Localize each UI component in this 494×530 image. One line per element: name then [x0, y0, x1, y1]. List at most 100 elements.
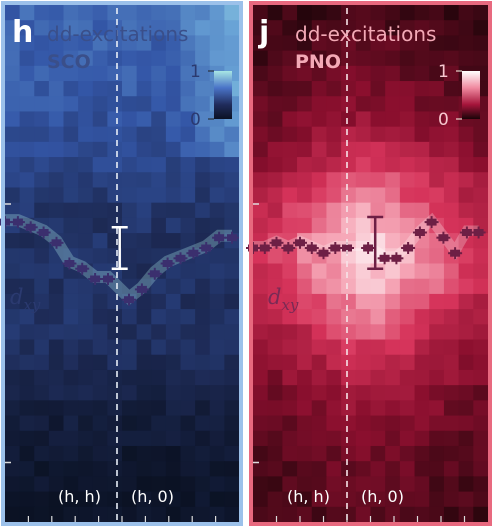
heatmap-cell: [311, 476, 328, 493]
heatmap-cell: [385, 293, 401, 310]
heatmap-cell: [297, 445, 313, 462]
heatmap-cell: [311, 20, 328, 37]
heatmap-cell: [48, 309, 65, 325]
heatmap-cell: [355, 430, 372, 447]
heatmap-cell: [458, 187, 474, 204]
heatmap-cell: [443, 263, 460, 280]
heatmap-cell: [282, 65, 298, 82]
xtick-label-hh-h: (h, h): [58, 487, 101, 506]
yticks-h: [5, 203, 11, 464]
heatmap-cell: [355, 157, 372, 173]
panel-j: j dd-excitations PNO 1 0 dxy (h, h) (h, …: [246, 1, 492, 526]
heatmap-cell: [311, 172, 328, 189]
heatmap-cell: [151, 415, 167, 432]
heatmap-cell: [311, 506, 328, 523]
heatmap-cell: [429, 385, 445, 401]
heatmap-cell: [311, 96, 328, 113]
heatmap-cell: [282, 354, 298, 371]
heatmap-cell: [253, 20, 269, 37]
heatmap-cell: [443, 35, 460, 52]
heatmap-cell: [443, 445, 460, 462]
heatmap-cell: [107, 385, 123, 401]
heatmap-cell: [253, 217, 269, 234]
heatmap-cell: [92, 172, 108, 189]
heatmap-cell: [165, 445, 182, 462]
heatmap-cell: [429, 339, 445, 356]
heatmap-cell: [107, 141, 123, 158]
heatmap-cell: [19, 187, 35, 204]
heatmap-cell: [399, 141, 416, 158]
heatmap-cell: [370, 202, 386, 219]
heatmap-cell: [370, 187, 386, 204]
heatmap-cell: [253, 476, 269, 493]
colorbar-max-label-h: 1: [190, 62, 201, 82]
heatmap-cell: [136, 476, 152, 493]
heatmap-cell: [48, 187, 65, 204]
heatmap-cell: [297, 65, 313, 82]
heatmap-cell: [180, 20, 196, 37]
heatmap-cell: [78, 96, 94, 113]
heatmap-cell: [370, 339, 386, 356]
heatmap-cell: [48, 491, 65, 508]
heatmap-cell: [370, 96, 386, 113]
heatmap-cell: [326, 445, 342, 462]
heatmap-cell: [224, 35, 240, 52]
heatmap-cell: [458, 202, 474, 219]
heatmap-cell: [63, 5, 79, 21]
heatmap-cell: [429, 354, 445, 371]
heatmap-cell: [78, 187, 94, 204]
heatmap-cell: [34, 369, 50, 386]
heatmap-cell: [399, 248, 416, 265]
heatmap-cell: [341, 202, 357, 219]
heatmap-cell: [370, 461, 386, 477]
heatmap-cell: [267, 415, 283, 432]
heatmap-cell: [209, 248, 225, 265]
heatmap-cell: [355, 506, 372, 523]
heatmap-cell: [151, 476, 167, 493]
heatmap-cell: [282, 491, 298, 508]
heatmap-cell: [63, 430, 79, 447]
heatmap-cell: [48, 400, 65, 417]
heatmap-cell: [267, 111, 283, 128]
heatmap-cell: [429, 263, 445, 280]
heatmap-cell: [180, 415, 196, 432]
heatmap-cell: [180, 141, 196, 158]
heatmap-cell: [107, 111, 123, 128]
heatmap-cell: [78, 202, 94, 219]
heatmap-cell: [341, 217, 357, 234]
heatmap-cell: [311, 126, 328, 143]
heatmap-cell: [473, 309, 489, 325]
heatmap-cell: [165, 415, 182, 432]
heatmap-cell: [92, 81, 108, 97]
heatmap-cell: [311, 5, 328, 21]
heatmap-cell: [5, 430, 21, 447]
heatmap-cell: [122, 263, 138, 280]
heatmap-cell: [180, 35, 196, 52]
heatmap-cell: [19, 369, 35, 386]
heatmap-cell: [282, 248, 298, 265]
heatmap-cell: [253, 354, 269, 371]
heatmap-cell: [443, 369, 460, 386]
heatmap-cell: [34, 461, 50, 477]
heatmap-cell: [122, 278, 138, 295]
heatmap-cell: [151, 506, 167, 523]
heatmap-cell: [355, 415, 372, 432]
heatmap-cell: [209, 278, 225, 295]
heatmap-cell: [195, 354, 211, 371]
heatmap-cell: [122, 445, 138, 462]
heatmap-cell: [429, 248, 445, 265]
errorbar-j: [367, 215, 384, 270]
heatmap-cell: [370, 430, 386, 447]
heatmap-cell: [63, 491, 79, 508]
heatmap-cell: [78, 65, 94, 82]
heatmap-cell: [48, 461, 65, 477]
heatmap-cell: [19, 278, 35, 295]
heatmap-cell: [78, 141, 94, 158]
heatmap-cell: [458, 141, 474, 158]
heatmap-cell: [297, 50, 313, 67]
heatmap-cell: [151, 50, 167, 67]
heatmap-cell: [136, 491, 152, 508]
heatmap-cell: [414, 309, 430, 325]
heatmap-cell: [399, 157, 416, 173]
